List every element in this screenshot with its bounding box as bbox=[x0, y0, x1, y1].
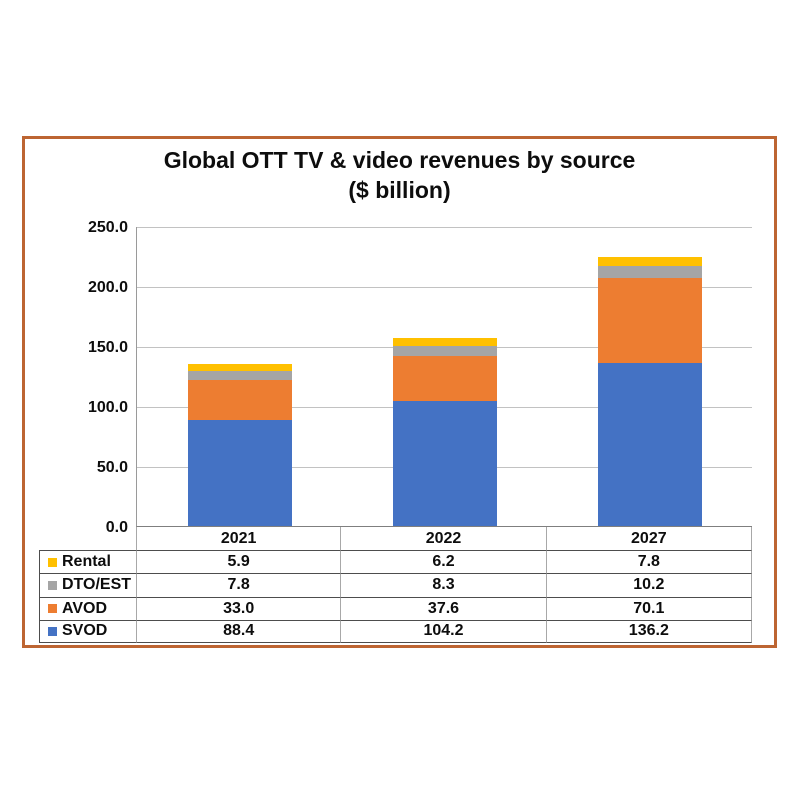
y-tick-label: 0.0 bbox=[105, 518, 128, 536]
bar-2021 bbox=[187, 363, 292, 526]
legend-key-svod: SVOD bbox=[39, 619, 136, 643]
table-header-2022: 2022 bbox=[341, 527, 547, 551]
legend-swatch-avod bbox=[48, 604, 57, 614]
bar-segment-dto-est-2021 bbox=[187, 370, 292, 381]
y-tick-label: 200.0 bbox=[87, 278, 128, 296]
table-cell-avod-2022: 37.6 bbox=[341, 596, 547, 620]
y-axis: 0.0 50.0 100.0 150.0 200.0 250.0 bbox=[25, 139, 128, 645]
table-cell-rental-2022: 6.2 bbox=[341, 550, 547, 574]
chart-title-line1: Global OTT TV & video revenues by source bbox=[163, 147, 636, 173]
bar-segment-avod-2022 bbox=[393, 355, 497, 401]
bar-segment-rental-2022 bbox=[393, 338, 497, 346]
legend-key-rental: Rental bbox=[39, 550, 136, 574]
y-tick-label: 100.0 bbox=[87, 398, 128, 416]
chart-frame: Global OTT TV & video revenues by source… bbox=[22, 136, 777, 648]
bar-2022 bbox=[393, 338, 497, 526]
gridline bbox=[137, 227, 752, 228]
bar-segment-avod-2027 bbox=[598, 278, 703, 363]
bar-segment-dto-est-2022 bbox=[393, 345, 497, 356]
chart-title: Global OTT TV & video revenues by source… bbox=[25, 145, 774, 205]
gridline bbox=[137, 287, 752, 288]
bar-segment-rental-2021 bbox=[187, 363, 292, 371]
legend-label-rental: Rental bbox=[62, 553, 111, 571]
data-table: 2021 2022 2027 Rental 5.9 6.2 7.8 DTO/EST 7.8 8.3… bbox=[39, 527, 752, 643]
table-cell-rental-2027: 7.8 bbox=[546, 550, 752, 574]
legend-key-avod: AVOD bbox=[39, 596, 136, 620]
table-cell-dto-est-2021: 7.8 bbox=[136, 573, 342, 597]
plot-area bbox=[136, 227, 752, 527]
table-cell-svod-2021: 88.4 bbox=[136, 619, 342, 643]
bar-2027 bbox=[598, 256, 703, 526]
table-header-2027: 2027 bbox=[547, 527, 752, 551]
table-cell-svod-2027: 136.2 bbox=[546, 619, 752, 643]
table-cell-avod-2021: 33.0 bbox=[136, 596, 342, 620]
bar-segment-svod-2027 bbox=[598, 362, 703, 526]
table-cell-dto-est-2027: 10.2 bbox=[546, 573, 752, 597]
legend-label-avod: AVOD bbox=[62, 599, 108, 617]
legend-swatch-svod bbox=[48, 626, 57, 636]
table-corner-cell bbox=[39, 527, 136, 550]
legend-key-dto-est: DTO/EST bbox=[39, 573, 136, 597]
bar-segment-avod-2021 bbox=[187, 380, 292, 420]
bar-segment-svod-2021 bbox=[187, 419, 292, 526]
bar-segment-dto-est-2027 bbox=[598, 266, 703, 279]
chart-title-line2: ($ billion) bbox=[348, 177, 451, 203]
y-tick-label: 150.0 bbox=[87, 338, 128, 356]
bar-segment-rental-2027 bbox=[598, 256, 703, 267]
y-tick-label: 250.0 bbox=[87, 218, 128, 236]
legend-swatch-rental bbox=[48, 557, 57, 567]
bar-segment-svod-2022 bbox=[393, 400, 497, 526]
legend-label-svod: SVOD bbox=[62, 622, 108, 640]
table-cell-dto-est-2022: 8.3 bbox=[341, 573, 547, 597]
legend-label-dto-est: DTO/EST bbox=[62, 576, 132, 594]
table-cell-svod-2022: 104.2 bbox=[341, 619, 547, 643]
table-cell-avod-2027: 70.1 bbox=[546, 596, 752, 620]
table-header-2021: 2021 bbox=[136, 527, 342, 551]
legend-swatch-dto-est bbox=[48, 580, 57, 590]
table-cell-rental-2021: 5.9 bbox=[136, 550, 342, 574]
y-tick-label: 50.0 bbox=[96, 458, 128, 476]
